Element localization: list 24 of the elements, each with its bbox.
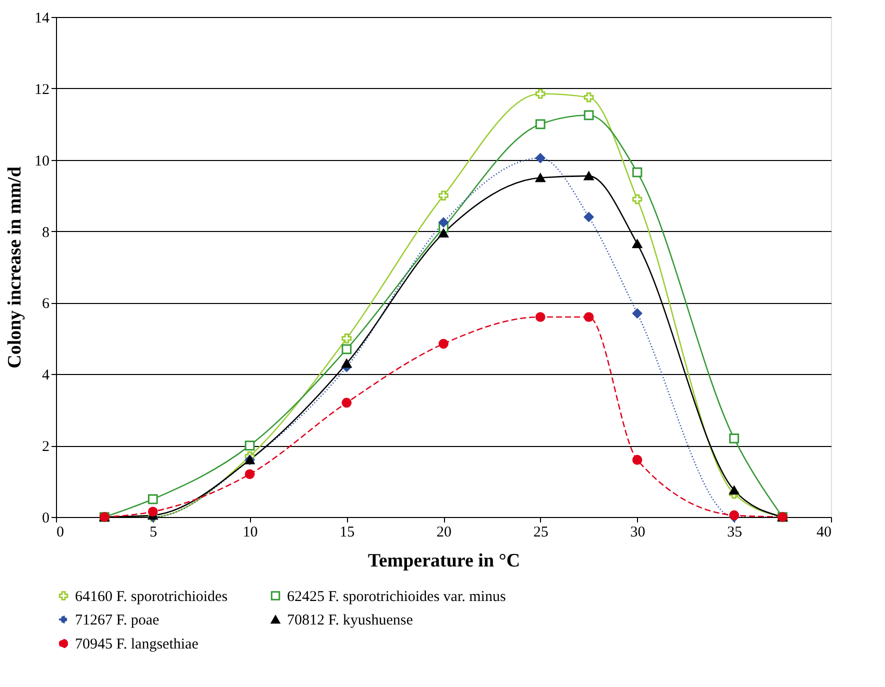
x-tick-label: 5 [150, 524, 158, 540]
legend-label: 70945 F. langsethiae [75, 636, 199, 652]
x-axis-title: Temperature in °C [368, 550, 520, 572]
x-tick-label: 25 [533, 524, 548, 540]
legend-label: 70812 F. kyushuense [287, 612, 414, 628]
y-tick-label: 0 [42, 510, 50, 526]
x-tick-label: 10 [242, 524, 258, 540]
y-tick-label: 12 [34, 82, 50, 98]
y-tick-label: 10 [34, 153, 50, 170]
x-tick-label: 20 [436, 524, 452, 540]
legend-label: 71267 F. poae [75, 612, 160, 628]
y-axis-title: Colony increase in mm/d [4, 166, 26, 368]
y-tick-label: 4 [42, 368, 50, 384]
x-tick-label: 35 [727, 524, 742, 540]
x-tick-label: 30 [630, 524, 646, 540]
y-tick-label: 8 [42, 224, 50, 241]
x-tick-label: 15 [340, 524, 355, 540]
y-tick-label: 2 [42, 439, 50, 456]
y-tick-label: 6 [42, 296, 50, 312]
x-tick-label: 0 [56, 524, 64, 540]
legend-label: 64160 F. sporotrichioides [75, 588, 228, 605]
y-tick-label: 14 [34, 10, 50, 26]
legend-label: 62425 F. sporotrichioides var. minus [287, 588, 506, 605]
x-tick-label: 40 [816, 524, 832, 540]
